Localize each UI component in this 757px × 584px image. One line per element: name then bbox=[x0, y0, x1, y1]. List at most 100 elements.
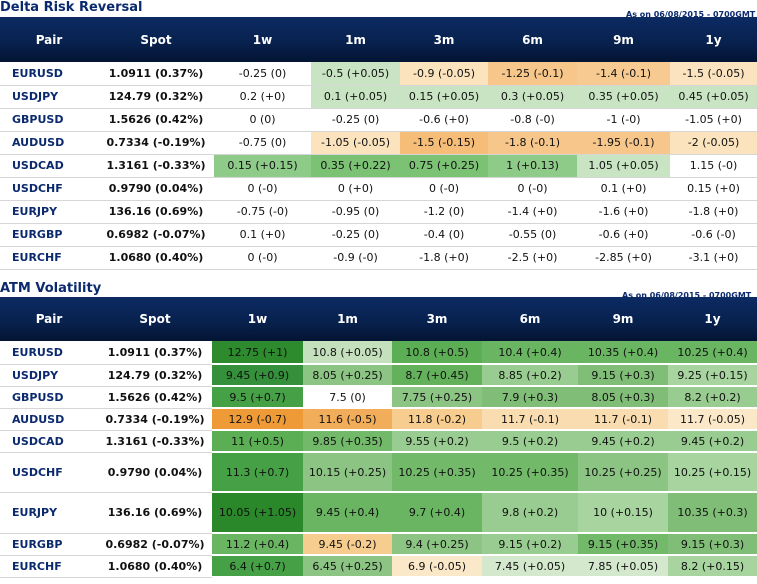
value-cell: 11.7 (-0.1) bbox=[578, 408, 668, 431]
spot-cell: 1.3161 (-0.33%) bbox=[98, 430, 212, 453]
value-cell: 0 (-0) bbox=[400, 177, 488, 201]
value-cell: 11.7 (-0.1) bbox=[482, 408, 578, 431]
value-cell: 0.35 (+0.22) bbox=[311, 154, 400, 178]
value-cell: 8.05 (+0.25) bbox=[303, 364, 392, 387]
value-cell: 7.45 (+0.05) bbox=[482, 555, 578, 578]
value-cell: 0.75 (+0.25) bbox=[400, 154, 488, 178]
value-cell: -1.05 (-0.05) bbox=[311, 131, 400, 155]
value-cell: 8.2 (+0.15) bbox=[668, 555, 757, 578]
pair-cell: EURJPY bbox=[0, 200, 98, 224]
table-row: EURJPY 136.16 (0.69%) 10.05 (+1.05) 9.45 (+… bbox=[0, 492, 757, 534]
value-cell: 9.85 (+0.35) bbox=[303, 430, 392, 453]
value-cell: -1.5 (-0.15) bbox=[400, 131, 488, 155]
value-cell: 7.9 (+0.3) bbox=[482, 386, 578, 409]
value-cell: -0.75 (-0) bbox=[214, 200, 311, 224]
value-cell: 0.3 (+0.05) bbox=[488, 85, 577, 109]
value-cell: -0.95 (0) bbox=[311, 200, 400, 224]
spot-cell: 1.0911 (0.37%) bbox=[98, 341, 212, 365]
value-cell: 6.9 (-0.05) bbox=[392, 555, 482, 578]
value-cell: 0.1 (+0) bbox=[577, 177, 670, 201]
value-cell: 9.4 (+0.25) bbox=[392, 533, 482, 556]
value-cell: -1.8 (+0) bbox=[400, 246, 488, 270]
value-cell: 0 (-0) bbox=[214, 177, 311, 201]
value-cell: -1.4 (+0) bbox=[488, 200, 577, 224]
table-row: USDCAD 1.3161 (-0.33%) 11 (+0.5) 9.85 (+0.3… bbox=[0, 430, 757, 453]
value-cell: 12.75 (+1) bbox=[212, 341, 303, 365]
value-cell: 0 (-0) bbox=[214, 246, 311, 270]
pair-cell: EURUSD bbox=[0, 62, 98, 86]
value-cell: -2.5 (+0) bbox=[488, 246, 577, 270]
value-cell: 10.25 (+0.35) bbox=[482, 452, 578, 493]
value-cell: 10.25 (+0.25) bbox=[578, 452, 668, 493]
atm-volatility-table: Pair Spot 1w 1m 3m 6m 9m 1y EURUSD 1.0911… bbox=[0, 297, 757, 578]
column-header-1m: 1m bbox=[311, 17, 400, 62]
column-header-pair: Pair bbox=[0, 17, 98, 62]
risk-reversal-title: Delta Risk Reversal bbox=[0, 0, 143, 15]
value-cell: -0.25 (0) bbox=[311, 108, 400, 132]
value-cell: 9.55 (+0.2) bbox=[392, 430, 482, 453]
value-cell: 9.25 (+0.15) bbox=[668, 364, 757, 387]
value-cell: 7.5 (0) bbox=[303, 386, 392, 409]
table-row: EURCHF 1.0680 (0.40%) 0 (-0) -0.9 (-0) -1.8 … bbox=[0, 246, 757, 270]
value-cell: 10.4 (+0.4) bbox=[482, 341, 578, 365]
spot-cell: 1.3161 (-0.33%) bbox=[98, 154, 214, 178]
spot-cell: 124.79 (0.32%) bbox=[98, 85, 214, 109]
value-cell: 0.35 (+0.05) bbox=[577, 85, 670, 109]
value-cell: 9.45 (+0.9) bbox=[212, 364, 303, 387]
value-cell: 10.35 (+0.3) bbox=[668, 492, 757, 534]
column-header-1m: 1m bbox=[303, 297, 392, 341]
spot-cell: 1.5626 (0.42%) bbox=[98, 386, 212, 409]
value-cell: 8.2 (+0.2) bbox=[668, 386, 757, 409]
value-cell: 10.8 (+0.5) bbox=[392, 341, 482, 365]
value-cell: 9.15 (+0.3) bbox=[668, 533, 757, 556]
value-cell: -1.25 (-0.1) bbox=[488, 62, 577, 86]
value-cell: -1.8 (-0.1) bbox=[488, 131, 577, 155]
value-cell: 7.75 (+0.25) bbox=[392, 386, 482, 409]
value-cell: -0.6 (+0) bbox=[577, 223, 670, 247]
value-cell: 7.85 (+0.05) bbox=[578, 555, 668, 578]
column-header-9m: 9m bbox=[578, 297, 668, 341]
value-cell: -2 (-0.05) bbox=[670, 131, 757, 155]
column-header-1w: 1w bbox=[212, 297, 303, 341]
value-cell: 11.3 (+0.7) bbox=[212, 452, 303, 493]
pair-cell: EURJPY bbox=[0, 492, 98, 534]
risk-reversal-as-of: As on 06/08/2015 - 0700GMT bbox=[626, 10, 756, 19]
value-cell: 0.1 (+0) bbox=[214, 223, 311, 247]
value-cell: -1.6 (+0) bbox=[577, 200, 670, 224]
value-cell: 8.85 (+0.2) bbox=[482, 364, 578, 387]
value-cell: -0.75 (0) bbox=[214, 131, 311, 155]
value-cell: -0.6 (+0) bbox=[400, 108, 488, 132]
value-cell: 0 (0) bbox=[214, 108, 311, 132]
table-row: GBPUSD 1.5626 (0.42%) 9.5 (+0.7) 7.5 (0) 7.7… bbox=[0, 386, 757, 409]
pair-cell: EURCHF bbox=[0, 246, 98, 270]
value-cell: 8.05 (+0.3) bbox=[578, 386, 668, 409]
value-cell: 1.05 (+0.05) bbox=[577, 154, 670, 178]
table-row: USDCAD 1.3161 (-0.33%) 0.15 (+0.15) 0.35 (+… bbox=[0, 154, 757, 178]
column-header-spot: Spot bbox=[98, 17, 214, 62]
column-header-1y: 1y bbox=[668, 297, 757, 341]
atm-volatility-title: ATM Volatility bbox=[0, 281, 102, 296]
value-cell: 9.45 (+0.2) bbox=[668, 430, 757, 453]
value-cell: 0 (-0) bbox=[488, 177, 577, 201]
value-cell: -1.4 (-0.1) bbox=[577, 62, 670, 86]
spot-cell: 0.7334 (-0.19%) bbox=[98, 131, 214, 155]
value-cell: 10.15 (+0.25) bbox=[303, 452, 392, 493]
value-cell: 9.45 (+0.4) bbox=[303, 492, 392, 534]
pair-cell: AUDUSD bbox=[0, 131, 98, 155]
table-row: EURUSD 1.0911 (0.37%) -0.25 (0) -0.5 (+0.05… bbox=[0, 62, 757, 86]
value-cell: -0.4 (0) bbox=[400, 223, 488, 247]
value-cell: 1 (+0.13) bbox=[488, 154, 577, 178]
pair-cell: GBPUSD bbox=[0, 108, 98, 132]
value-cell: 10.25 (+0.4) bbox=[668, 341, 757, 365]
value-cell: -0.5 (+0.05) bbox=[311, 62, 400, 86]
spot-cell: 1.0680 (0.40%) bbox=[98, 555, 212, 578]
pair-cell: USDJPY bbox=[0, 85, 98, 109]
value-cell: 9.15 (+0.2) bbox=[482, 533, 578, 556]
value-cell: -0.8 (-0) bbox=[488, 108, 577, 132]
value-cell: -0.9 (-0.05) bbox=[400, 62, 488, 86]
value-cell: -0.9 (-0) bbox=[311, 246, 400, 270]
value-cell: 10 (+0.15) bbox=[578, 492, 668, 534]
value-cell: -1 (-0) bbox=[577, 108, 670, 132]
pair-cell: USDCHF bbox=[0, 177, 98, 201]
column-header-9m: 9m bbox=[577, 17, 670, 62]
